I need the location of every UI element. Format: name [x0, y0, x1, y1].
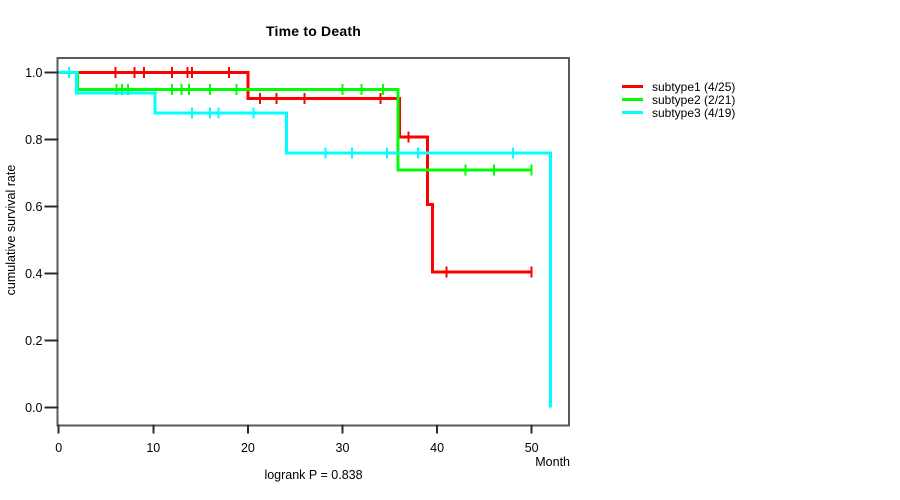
y-tick-label: 0.6 — [25, 200, 42, 214]
x-tick-label: 0 — [55, 441, 62, 455]
y-tick-label: 0.0 — [25, 401, 42, 415]
x-tick-label: 50 — [525, 441, 539, 455]
legend-item-subtype3: subtype3 (4/19) — [622, 105, 736, 120]
chart-title: Time to Death — [266, 23, 361, 39]
y-tick-label: 0.8 — [25, 133, 42, 147]
legend-item-subtype2: subtype2 (2/21) — [622, 92, 736, 107]
survival-curve-subtype3 — [58, 71, 553, 408]
legend-label-subtype1: subtype1 (4/25) — [652, 79, 736, 94]
x-tick-label: 30 — [336, 441, 350, 455]
y-tick-label: 1.0 — [25, 66, 42, 80]
plot-box — [56, 57, 570, 427]
legend-line-swatch-subtype2 — [622, 98, 643, 101]
legend-label-subtype3: subtype3 (4/19) — [652, 105, 736, 120]
legend: subtype1 (4/25) subtype2 (2/21) subtype3… — [622, 79, 736, 120]
survival-curve-subtype1 — [58, 71, 532, 274]
legend-line-swatch-subtype3 — [622, 111, 643, 114]
x-tick-label: 10 — [146, 441, 160, 455]
legend-line-swatch-subtype1 — [622, 85, 643, 88]
legend-item-subtype1: subtype1 (4/25) — [622, 79, 736, 94]
x-tick-label: 20 — [241, 441, 255, 455]
y-tick-label: 0.4 — [25, 267, 42, 281]
survival-curve-subtype2 — [58, 71, 532, 172]
legend-label-subtype2: subtype2 (2/21) — [652, 92, 736, 107]
logrank-pvalue-annotation: logrank P = 0.838 — [264, 468, 363, 482]
x-axis-label: Month — [535, 455, 570, 469]
x-tick-label: 40 — [430, 441, 444, 455]
y-tick-label: 0.2 — [25, 334, 42, 348]
y-axis-label: cumulative survival rate — [4, 164, 18, 296]
